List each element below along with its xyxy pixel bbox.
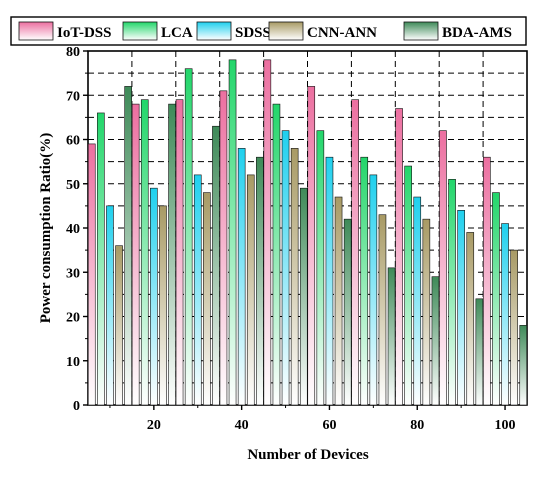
bar-lca-100 — [492, 192, 500, 406]
bar-cnn-ann-80 — [422, 218, 431, 406]
bar-bda-ams-50 — [299, 187, 308, 406]
bar-lca-60 — [316, 130, 325, 406]
y-tick-label: 50 — [66, 178, 80, 193]
bar-lca-80 — [404, 165, 412, 406]
bar-sdss-100 — [501, 223, 509, 406]
bar-bda-ams-20 — [168, 103, 176, 406]
bar-lca-90 — [448, 179, 456, 406]
y-tick-label: 70 — [66, 89, 80, 104]
y-tick-label: 30 — [66, 266, 80, 281]
bar-iot-dss-80 — [395, 108, 403, 406]
bar-sdss-90 — [457, 210, 465, 406]
bars — [87, 59, 528, 406]
bar-iot-dss-40 — [219, 90, 228, 406]
bar-iot-dss-60 — [307, 86, 316, 406]
legend: IoT-DSS LCA SDSS CNN-ANN BDA-AMS — [10, 16, 527, 46]
legend-label-lca: LCA — [161, 25, 193, 41]
y-tick-label: 10 — [66, 355, 80, 370]
bar-iot-dss-30 — [175, 99, 184, 406]
x-tick-label: 40 — [235, 418, 249, 433]
bar-sdss-50 — [281, 130, 290, 406]
y-axis-title: Power consumption Ratio(%) — [38, 133, 54, 324]
bar-iot-dss-20 — [131, 103, 140, 406]
legend-swatch-sdss — [196, 21, 232, 41]
bar-iot-dss-70 — [351, 99, 359, 406]
legend-label-bda-ams: BDA-AMS — [442, 25, 512, 41]
bar-lca-10 — [97, 112, 105, 406]
y-tick-label: 40 — [66, 222, 80, 237]
bar-sdss-10 — [106, 205, 114, 406]
bar-iot-dss-100 — [483, 156, 491, 406]
bar-lca-30 — [184, 68, 193, 406]
legend-swatch-lca — [122, 21, 158, 41]
bar-lca-20 — [140, 99, 149, 406]
x-tick-label: 100 — [495, 418, 516, 433]
bar-sdss-20 — [150, 187, 158, 406]
bar-cnn-ann-60 — [334, 196, 343, 406]
y-tick-label: 20 — [66, 311, 80, 326]
bar-bda-ams-10 — [124, 86, 132, 406]
bar-sdss-30 — [193, 174, 202, 406]
bar-bda-ams-70 — [387, 267, 396, 406]
y-tick-label: 0 — [73, 399, 80, 414]
bar-lca-40 — [228, 59, 237, 406]
legend-swatch-iot-dss — [18, 21, 54, 41]
legend-box — [10, 16, 527, 46]
bar-sdss-80 — [413, 196, 422, 406]
x-tick-label: 80 — [410, 418, 424, 433]
bar-cnn-ann-40 — [246, 174, 255, 406]
x-axis-title: Number of Devices — [247, 447, 369, 463]
bar-sdss-70 — [369, 174, 378, 406]
legend-label-sdss: SDSS — [235, 25, 271, 41]
bar-sdss-40 — [237, 148, 246, 406]
bar-bda-ams-60 — [343, 218, 352, 406]
x-tick-label: 20 — [147, 418, 161, 433]
bar-bda-ams-30 — [212, 125, 220, 406]
bar-bda-ams-80 — [431, 276, 440, 406]
bar-cnn-ann-70 — [378, 214, 387, 406]
bar-cnn-ann-90 — [466, 232, 475, 406]
legend-label-iot-dss: IoT-DSS — [57, 25, 111, 41]
y-tick-label: 60 — [66, 134, 80, 149]
bar-lca-70 — [360, 156, 369, 406]
bar-sdss-60 — [325, 156, 334, 406]
y-tick-label: 80 — [66, 45, 80, 60]
legend-swatch-cnn-ann — [268, 21, 304, 41]
bar-bda-ams-40 — [256, 156, 264, 406]
bar-bda-ams-100 — [519, 325, 528, 406]
bar-cnn-ann-30 — [203, 192, 211, 406]
bar-lca-50 — [272, 103, 281, 406]
bar-iot-dss-90 — [439, 130, 447, 406]
bar-iot-dss-10 — [87, 143, 96, 406]
legend-swatch-bda-ams — [403, 21, 439, 41]
legend-label-cnn-ann: CNN-ANN — [307, 25, 377, 41]
bar-cnn-ann-50 — [290, 148, 299, 406]
bar-cnn-ann-100 — [510, 249, 518, 406]
bar-cnn-ann-10 — [115, 245, 123, 406]
bar-bda-ams-90 — [475, 298, 484, 406]
bar-cnn-ann-20 — [159, 205, 167, 406]
x-tick-label: 60 — [322, 418, 336, 433]
bar-iot-dss-50 — [263, 59, 272, 406]
axes: 0 10 20 30 40 50 60 70 80 20 40 60 80 100 — [66, 45, 516, 433]
